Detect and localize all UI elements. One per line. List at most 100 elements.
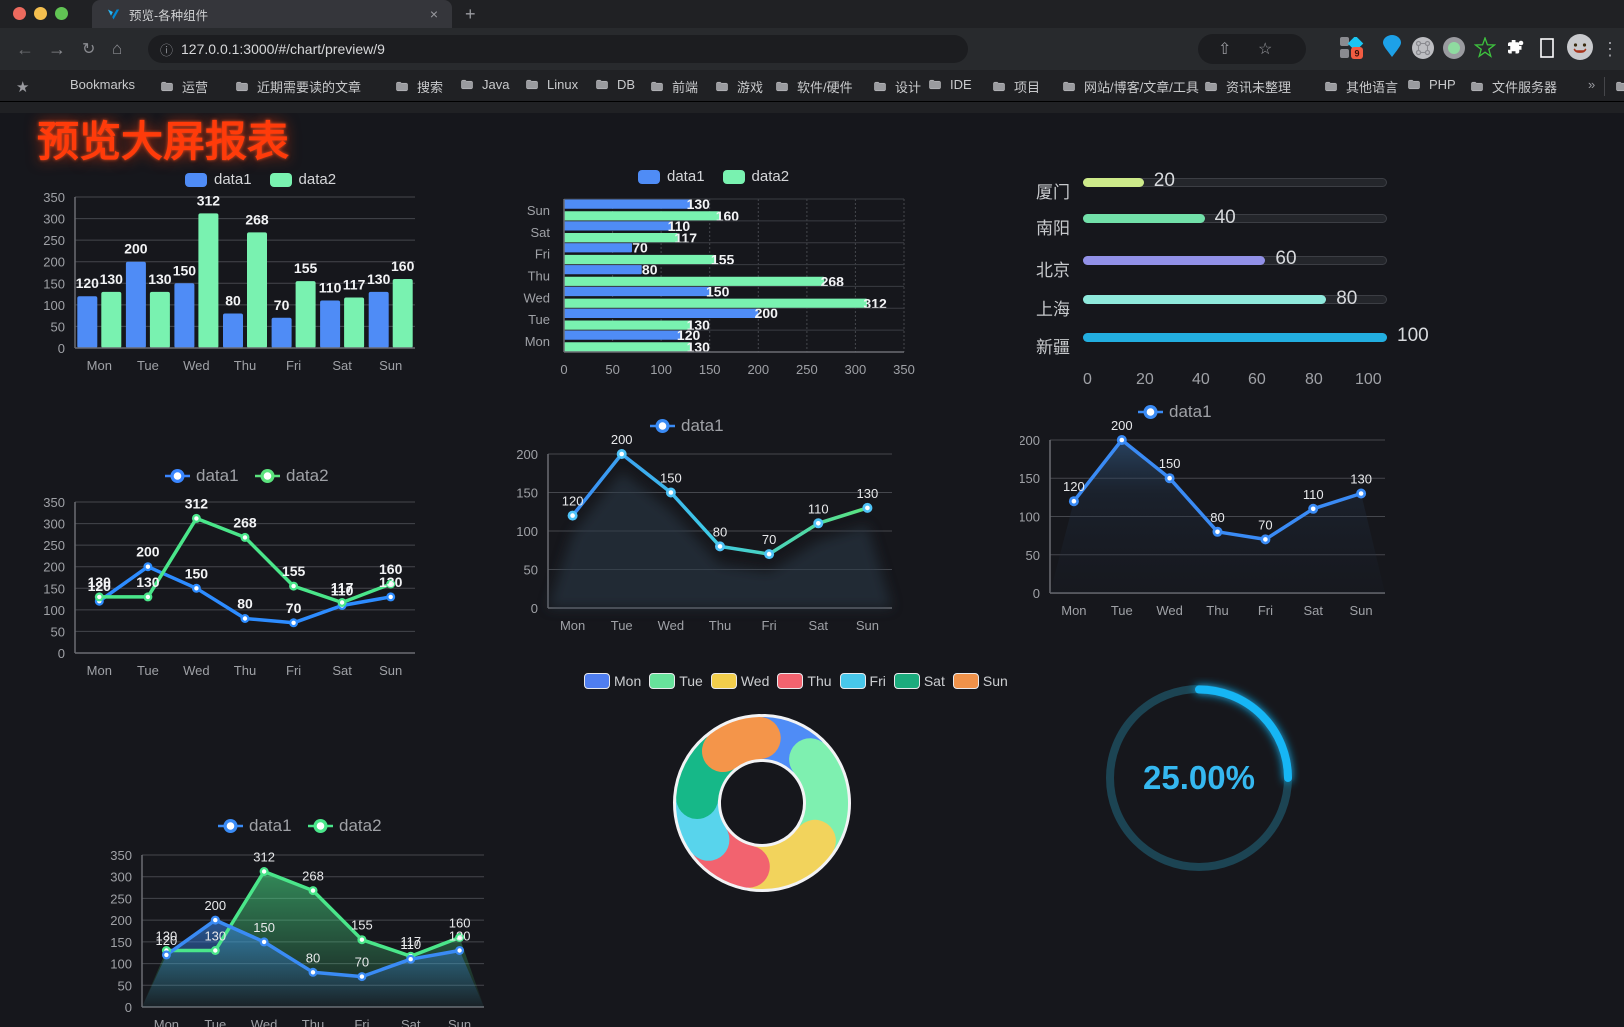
svg-text:155: 155 (294, 260, 318, 276)
svg-text:0: 0 (58, 341, 65, 356)
svg-text:200: 200 (611, 432, 633, 447)
svg-text:Tue: Tue (528, 312, 550, 327)
svg-text:130: 130 (367, 271, 391, 287)
svg-text:Sun: Sun (448, 1017, 471, 1027)
svg-text:155: 155 (711, 252, 735, 268)
svg-text:350: 350 (43, 495, 65, 510)
svg-text:0: 0 (560, 362, 567, 377)
svg-text:150: 150 (699, 362, 721, 377)
svg-text:130: 130 (136, 574, 160, 590)
svg-text:200: 200 (124, 241, 148, 257)
svg-text:Wed: Wed (251, 1017, 278, 1027)
svg-text:Sun: Sun (527, 203, 550, 218)
svg-text:200: 200 (1020, 433, 1040, 448)
svg-text:80: 80 (237, 596, 253, 612)
svg-text:80: 80 (1210, 510, 1224, 525)
svg-text:250: 250 (110, 891, 132, 906)
svg-text:100: 100 (43, 603, 65, 618)
svg-text:350: 350 (110, 848, 132, 863)
svg-text:117: 117 (674, 230, 697, 246)
svg-text:130: 130 (449, 929, 471, 944)
svg-text:312: 312 (253, 850, 275, 865)
svg-text:268: 268 (821, 274, 845, 290)
svg-text:Wed: Wed (1156, 603, 1183, 618)
svg-text:150: 150 (43, 581, 65, 596)
svg-text:300: 300 (43, 212, 65, 227)
svg-text:9: 9 (1354, 49, 1359, 59)
svg-text:Thu: Thu (234, 358, 256, 373)
svg-text:data1: data1 (249, 816, 292, 835)
svg-text:150: 150 (1020, 471, 1040, 486)
svg-text:100: 100 (1020, 510, 1040, 525)
svg-text:130: 130 (857, 486, 879, 501)
svg-text:200: 200 (110, 913, 132, 928)
svg-text:Thu: Thu (234, 663, 256, 678)
svg-text:117: 117 (400, 934, 421, 949)
svg-text:70: 70 (1258, 517, 1272, 532)
svg-text:110: 110 (1303, 487, 1324, 502)
svg-text:130: 130 (687, 196, 711, 212)
svg-text:Fri: Fri (762, 618, 777, 633)
svg-text:200: 200 (204, 898, 226, 913)
svg-text:160: 160 (449, 916, 471, 931)
svg-text:50: 50 (605, 362, 619, 377)
svg-text:80: 80 (225, 293, 241, 309)
svg-text:130: 130 (156, 929, 178, 944)
svg-text:100: 100 (516, 524, 538, 539)
svg-text:data1: data1 (681, 416, 724, 435)
svg-text:250: 250 (43, 538, 65, 553)
svg-text:155: 155 (282, 563, 306, 579)
svg-text:130: 130 (1350, 472, 1372, 487)
svg-text:120: 120 (562, 494, 584, 509)
svg-text:268: 268 (245, 211, 269, 227)
svg-text:160: 160 (716, 208, 740, 224)
svg-text:150: 150 (185, 565, 209, 581)
svg-text:Sat: Sat (332, 663, 352, 678)
svg-text:50: 50 (1026, 548, 1040, 563)
svg-text:117: 117 (343, 277, 366, 293)
svg-text:50: 50 (118, 978, 132, 993)
svg-text:0: 0 (58, 646, 65, 661)
svg-text:150: 150 (253, 920, 275, 935)
svg-text:110: 110 (808, 501, 829, 516)
svg-text:150: 150 (660, 471, 682, 486)
svg-text:150: 150 (173, 262, 197, 278)
svg-text:Tue: Tue (204, 1017, 226, 1027)
svg-text:350: 350 (43, 190, 65, 205)
svg-text:150: 150 (1159, 456, 1181, 471)
svg-text:Thu: Thu (302, 1017, 324, 1027)
svg-text:50: 50 (51, 624, 65, 639)
svg-text:312: 312 (185, 495, 209, 511)
svg-text:0: 0 (125, 1000, 132, 1015)
svg-text:300: 300 (43, 517, 65, 532)
svg-text:100: 100 (650, 362, 672, 377)
svg-text:Sun: Sun (379, 663, 402, 678)
svg-text:Sat: Sat (332, 358, 352, 373)
svg-text:Wed: Wed (183, 358, 210, 373)
svg-text:200: 200 (1111, 418, 1133, 433)
svg-text:80: 80 (642, 262, 658, 278)
svg-text:200: 200 (43, 560, 65, 575)
svg-text:Mon: Mon (154, 1017, 179, 1027)
svg-text:200: 200 (747, 362, 769, 377)
svg-text:Sun: Sun (379, 358, 402, 373)
svg-text:110: 110 (319, 280, 342, 296)
svg-text:100: 100 (43, 298, 65, 313)
svg-text:300: 300 (110, 870, 132, 885)
svg-text:Wed: Wed (524, 290, 551, 305)
svg-text:117: 117 (331, 580, 354, 596)
svg-text:268: 268 (233, 514, 257, 530)
svg-text:268: 268 (302, 869, 324, 884)
svg-text:120: 120 (1063, 479, 1085, 494)
svg-text:100: 100 (110, 957, 132, 972)
svg-text:150: 150 (516, 486, 538, 501)
svg-text:Fri: Fri (286, 663, 301, 678)
svg-text:Thu: Thu (709, 618, 731, 633)
svg-text:Tue: Tue (611, 618, 633, 633)
svg-text:70: 70 (286, 600, 302, 616)
svg-text:300: 300 (845, 362, 867, 377)
svg-text:120: 120 (76, 275, 100, 291)
svg-text:Mon: Mon (525, 334, 550, 349)
svg-text:Mon: Mon (87, 663, 112, 678)
svg-text:Fri: Fri (535, 247, 550, 262)
